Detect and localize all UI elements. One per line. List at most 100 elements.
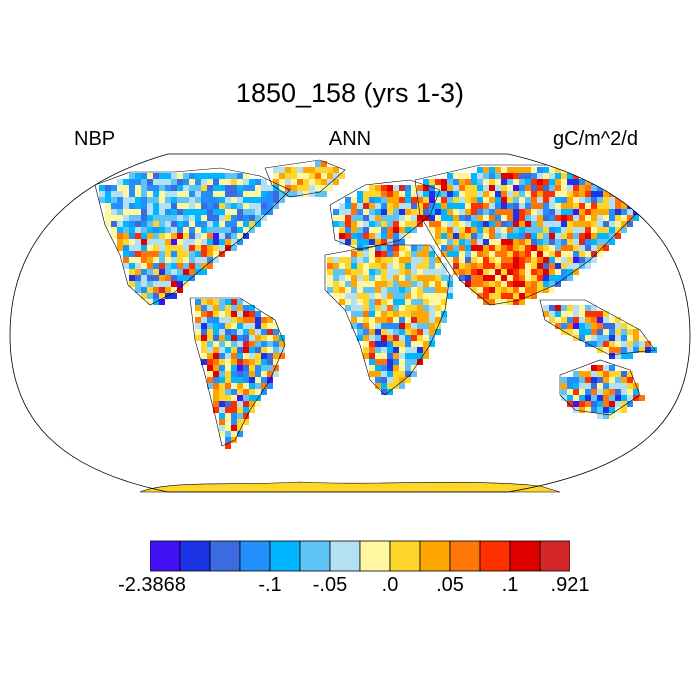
land-cell [375,305,381,311]
land-cell [213,251,219,257]
land-cell [369,251,375,257]
land-cell [459,269,465,275]
land-cell [585,209,591,215]
land-cell [363,263,369,269]
land-cell [567,389,573,395]
land-cell [291,179,297,185]
land-cell [561,197,567,203]
land-cell [597,395,603,401]
land-cell [579,191,585,197]
land-cell [573,257,579,263]
land-cell [405,281,411,287]
land-cell [393,275,399,281]
land-cell [273,179,279,185]
land-cell [369,263,375,269]
land-cell [585,245,591,251]
land-cell [507,173,513,179]
land-cell [249,377,255,383]
land-cell [603,365,609,371]
land-cell [219,179,225,185]
land-cell [537,167,543,173]
land-cell [189,215,195,221]
land-cell [573,371,579,377]
land-cell [375,299,381,305]
land-cell [417,359,423,365]
land-cell [147,251,153,257]
coastline [329,179,441,251]
land-cell [423,299,429,305]
land-cell [147,281,153,287]
land-cell [243,227,249,233]
land-cell [345,263,351,269]
land-cell [441,281,447,287]
land-cell [465,215,471,221]
land-cell [519,185,525,191]
land-cell [549,311,555,317]
land-cell [567,185,573,191]
land-cell [375,227,381,233]
land-cell [615,347,621,353]
land-cell [429,179,435,185]
land-cell [603,413,609,419]
land-cell [513,167,519,173]
land-cell [213,221,219,227]
land-cell [633,383,639,389]
land-cell [501,269,507,275]
land-cell [375,383,381,389]
land-cell [399,383,405,389]
land-cell [555,251,561,257]
land-cell [273,197,279,203]
land-cell [219,311,225,317]
land-cell [591,401,597,407]
land-cell [219,245,225,251]
land-cell [441,317,447,323]
land-cell [423,317,429,323]
land-cell [561,311,567,317]
land-cell [255,401,261,407]
land-cell [207,317,213,323]
land-cell [231,341,237,347]
land-cell [345,305,351,311]
land-cell [423,185,429,191]
land-cell [525,227,531,233]
land-cell [585,383,591,389]
land-cell [147,179,153,185]
land-cell [165,179,171,185]
land-cell [249,185,255,191]
colorbar [150,540,570,572]
land-cell [537,287,543,293]
land-cell [561,275,567,281]
land-cell [189,251,195,257]
land-cell [591,239,597,245]
land-cell [267,359,273,365]
colorbar-tick-label: -.05 [312,574,348,596]
land-cell [555,317,561,323]
land-cell [543,263,549,269]
land-cell [513,263,519,269]
land-cell [351,263,357,269]
land-cell [507,245,513,251]
land-cell [531,251,537,257]
land-cell [591,197,597,203]
land-cell [225,371,231,377]
land-cell [477,215,483,221]
land-cell [615,335,621,341]
land-cell [327,263,333,269]
land-cell [405,215,411,221]
land-cell [405,347,411,353]
land-cell [417,341,423,347]
land-cell [159,209,165,215]
land-cell [375,353,381,359]
land-cell [609,179,615,185]
land-cell [519,257,525,263]
land-cell [171,263,177,269]
land-cell [477,203,483,209]
land-cell [243,383,249,389]
land-cell [597,341,603,347]
land-cell [243,389,249,395]
land-cell [375,359,381,365]
land-cell [495,275,501,281]
land-cell [453,233,459,239]
land-cell [495,251,501,257]
land-cell [543,311,549,317]
